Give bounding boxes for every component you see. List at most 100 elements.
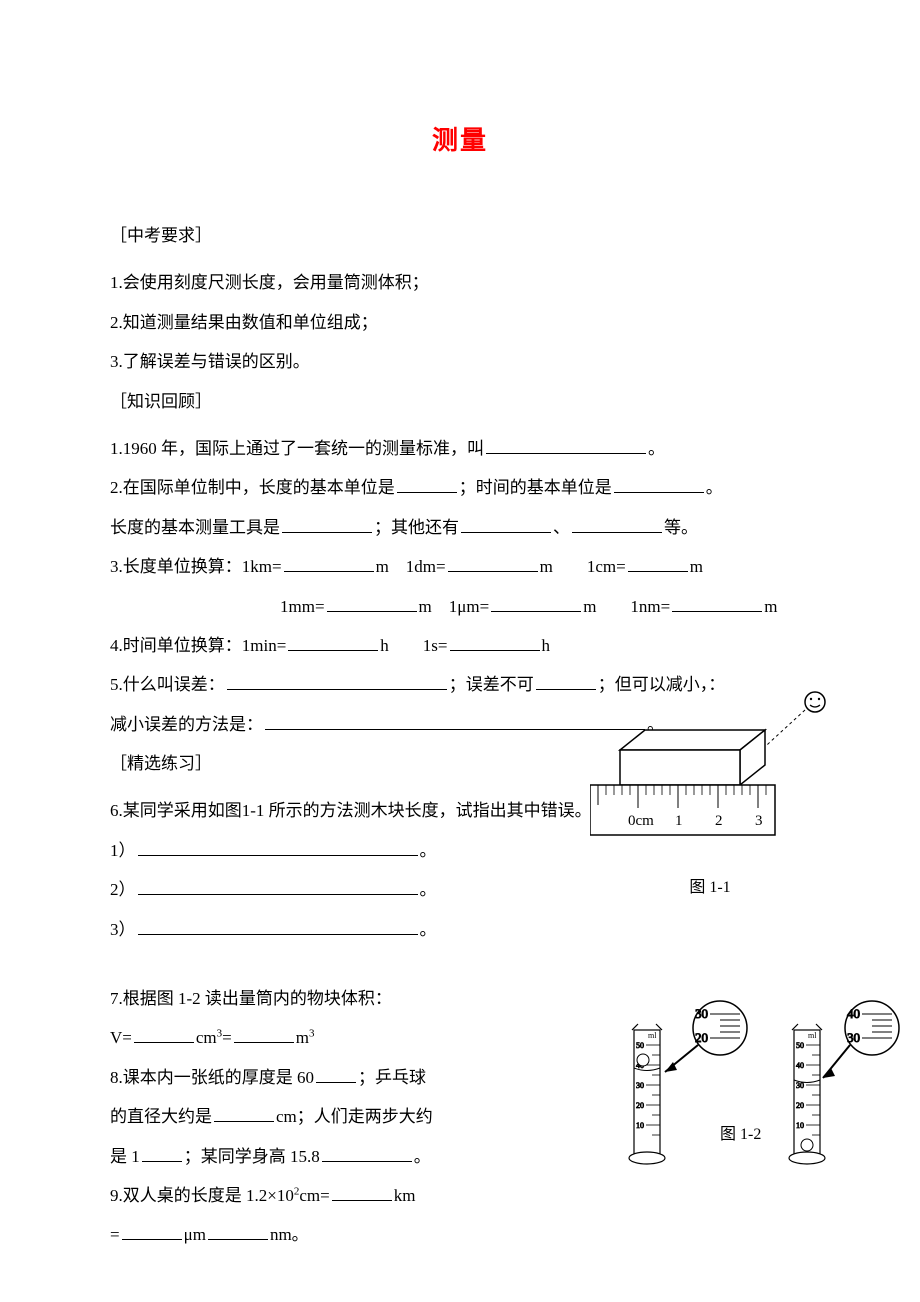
q2c: 。	[706, 478, 723, 497]
q3m3: m	[690, 557, 703, 576]
review-q2-line2: 长度的基本测量工具是；其他还有、等。	[110, 509, 810, 546]
blank	[138, 837, 418, 856]
blank	[672, 593, 762, 612]
blank	[138, 916, 418, 935]
ruler-label-2: 2	[715, 813, 723, 829]
svg-text:50: 50	[796, 1041, 804, 1050]
q8e: 是 1	[110, 1147, 140, 1166]
q7eq: =	[222, 1028, 232, 1047]
ruler-label-1: 1	[675, 813, 683, 829]
blank	[628, 553, 688, 572]
blank	[486, 435, 646, 454]
q2a: 2.在国际单位制中，长度的基本单位是	[110, 478, 395, 497]
blank	[234, 1025, 294, 1044]
practice-q7-v: V=cm3=m3	[110, 1019, 550, 1056]
q9f: nm。	[270, 1225, 309, 1244]
q8a: 8.课本内一张纸的厚度是 60	[110, 1068, 314, 1087]
q1-text: 1.1960 年，国际上通过了一套统一的测量标准，叫	[110, 439, 484, 458]
zoom-left-top: 30	[695, 1006, 708, 1021]
q2g: 等。	[664, 518, 698, 537]
q8b: ；乒乓球	[358, 1068, 426, 1087]
blank	[327, 593, 417, 612]
q9c: km	[394, 1186, 416, 1205]
q9a: 9.双人桌的长度是 1.2×10	[110, 1186, 294, 1205]
q4b: h 1s=	[380, 636, 447, 655]
exam-req-item-2: 2.知道测量结果由数值和单位组成；	[110, 304, 810, 341]
blank	[536, 672, 596, 691]
review-q1: 1.1960 年，国际上通过了一套统一的测量标准，叫 。	[110, 430, 810, 467]
q6-end: 。	[420, 920, 437, 939]
q8f: ；某同学身高 15.8	[184, 1147, 320, 1166]
figure-1-2: ml 50 40 30 20 10 30 20 ml 50	[610, 1000, 900, 1180]
q8c: 的直径大约是	[110, 1107, 212, 1126]
q4c: h	[542, 636, 551, 655]
q8g: 。	[414, 1147, 431, 1166]
svg-text:20: 20	[796, 1101, 804, 1110]
blank	[284, 553, 374, 572]
q5b: ；误差不可	[449, 675, 534, 694]
blank	[448, 553, 538, 572]
svg-text:10: 10	[636, 1121, 644, 1130]
blank	[614, 475, 704, 494]
svg-text:30: 30	[636, 1081, 644, 1090]
q1-end: 。	[648, 439, 665, 458]
sup3: 3	[309, 1028, 315, 1040]
blank	[397, 475, 457, 494]
page-title: 测量	[110, 120, 810, 157]
svg-text:10: 10	[796, 1121, 804, 1130]
blank	[450, 632, 540, 651]
blank	[142, 1143, 182, 1162]
knowledge-review-head: ［知识回顾］	[110, 383, 810, 420]
q5: 5.什么叫误差：	[110, 675, 225, 694]
q7m3: m	[296, 1028, 309, 1047]
q7cm3: cm	[196, 1028, 217, 1047]
blank	[461, 514, 551, 533]
practice-q9-line2: =μmnm。	[110, 1216, 550, 1253]
blank	[227, 672, 447, 691]
q3l2c: m 1nm=	[583, 597, 670, 616]
q6-1: 1）	[110, 841, 136, 860]
svg-text:50: 50	[636, 1041, 644, 1050]
blank	[265, 711, 645, 730]
blank	[208, 1222, 268, 1241]
practice-q8-line3: 是 1 ；某同学身高 15.8 。	[110, 1138, 550, 1175]
blank	[282, 514, 372, 533]
q9b: cm=	[299, 1186, 329, 1205]
q6-end: 。	[420, 880, 437, 899]
blank	[332, 1182, 392, 1201]
q6-item-1: 1） 。	[110, 832, 550, 869]
q3: 3.长度单位换算：1km=	[110, 557, 282, 576]
zoom-right-top: 40	[847, 1006, 860, 1021]
q3m2: m 1cm=	[540, 557, 626, 576]
svg-text:40: 40	[796, 1061, 804, 1070]
blank	[214, 1104, 274, 1123]
q6-end: 。	[420, 841, 437, 860]
practice-q9-line1: 9.双人桌的长度是 1.2×102cm=km	[110, 1177, 550, 1214]
review-q4: 4.时间单位换算：1min= h 1s= h	[110, 627, 810, 664]
q9e: μm	[184, 1225, 206, 1244]
q4: 4.时间单位换算：1min=	[110, 636, 286, 655]
practice-q7: 7.根据图 1-2 读出量筒内的物块体积：	[110, 980, 550, 1017]
cyl-unit: ml	[648, 1031, 657, 1040]
blank	[316, 1064, 356, 1083]
review-q3-line2: 1mm=m 1μm=m 1nm=m	[110, 588, 810, 625]
practice-q8-line1: 8.课本内一张纸的厚度是 60 ；乒乓球	[110, 1059, 550, 1096]
q6-item-2: 2） 。	[110, 871, 550, 908]
q6-2: 2）	[110, 880, 136, 899]
q8d: cm；人们走两步大约	[276, 1107, 433, 1126]
exam-requirements-head: ［中考要求］	[110, 217, 810, 254]
q2d: 长度的基本测量工具是	[110, 518, 280, 537]
figure-1-1-label: 图 1-1	[590, 873, 830, 897]
exam-req-item-3: 3.了解误差与错误的区别。	[110, 343, 810, 380]
ruler-label-3: 3	[755, 813, 763, 829]
figure-1-1: 0cm 1 2 3 图 1-1	[590, 690, 830, 897]
blank	[491, 593, 581, 612]
blank	[134, 1025, 194, 1044]
q6-item-3: 3）。	[110, 911, 550, 948]
blank	[322, 1143, 412, 1162]
svg-text:20: 20	[636, 1101, 644, 1110]
zoom-left-bottom: 20	[695, 1030, 708, 1045]
ruler-label-0: 0cm	[628, 813, 654, 829]
cyl-unit-r: ml	[808, 1031, 817, 1040]
q3m: m 1dm=	[376, 557, 446, 576]
